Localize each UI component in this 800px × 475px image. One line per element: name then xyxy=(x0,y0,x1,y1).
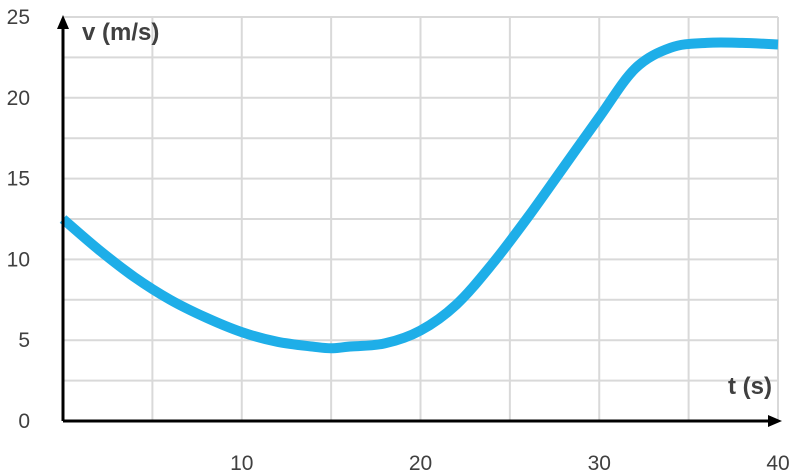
y-tick-label-20: 20 xyxy=(7,87,30,110)
x-axis-arrow xyxy=(768,415,782,427)
series-curve-group xyxy=(59,37,779,354)
y-tick-label-25: 25 xyxy=(7,6,30,29)
series-line xyxy=(59,37,779,354)
grid xyxy=(63,16,779,421)
x-tick-label-30: 30 xyxy=(588,452,611,475)
y-tick-label-10: 10 xyxy=(7,248,30,271)
y-axis-arrow xyxy=(57,15,69,29)
x-tick-label-40: 40 xyxy=(766,452,789,475)
x-tick-label-20: 20 xyxy=(409,452,432,475)
y-tick-label-5: 5 xyxy=(18,329,30,352)
axes xyxy=(57,15,782,427)
y-tick-label-15: 15 xyxy=(7,168,30,191)
y-axis-title: v (m/s) xyxy=(82,19,159,46)
x-axis-title: t (s) xyxy=(728,373,772,400)
x-tick-label-10: 10 xyxy=(230,452,253,475)
tick-labels: 0 5 10 15 20 25 10 20 30 40 xyxy=(7,6,790,475)
y-tick-label-0: 0 xyxy=(18,410,30,433)
